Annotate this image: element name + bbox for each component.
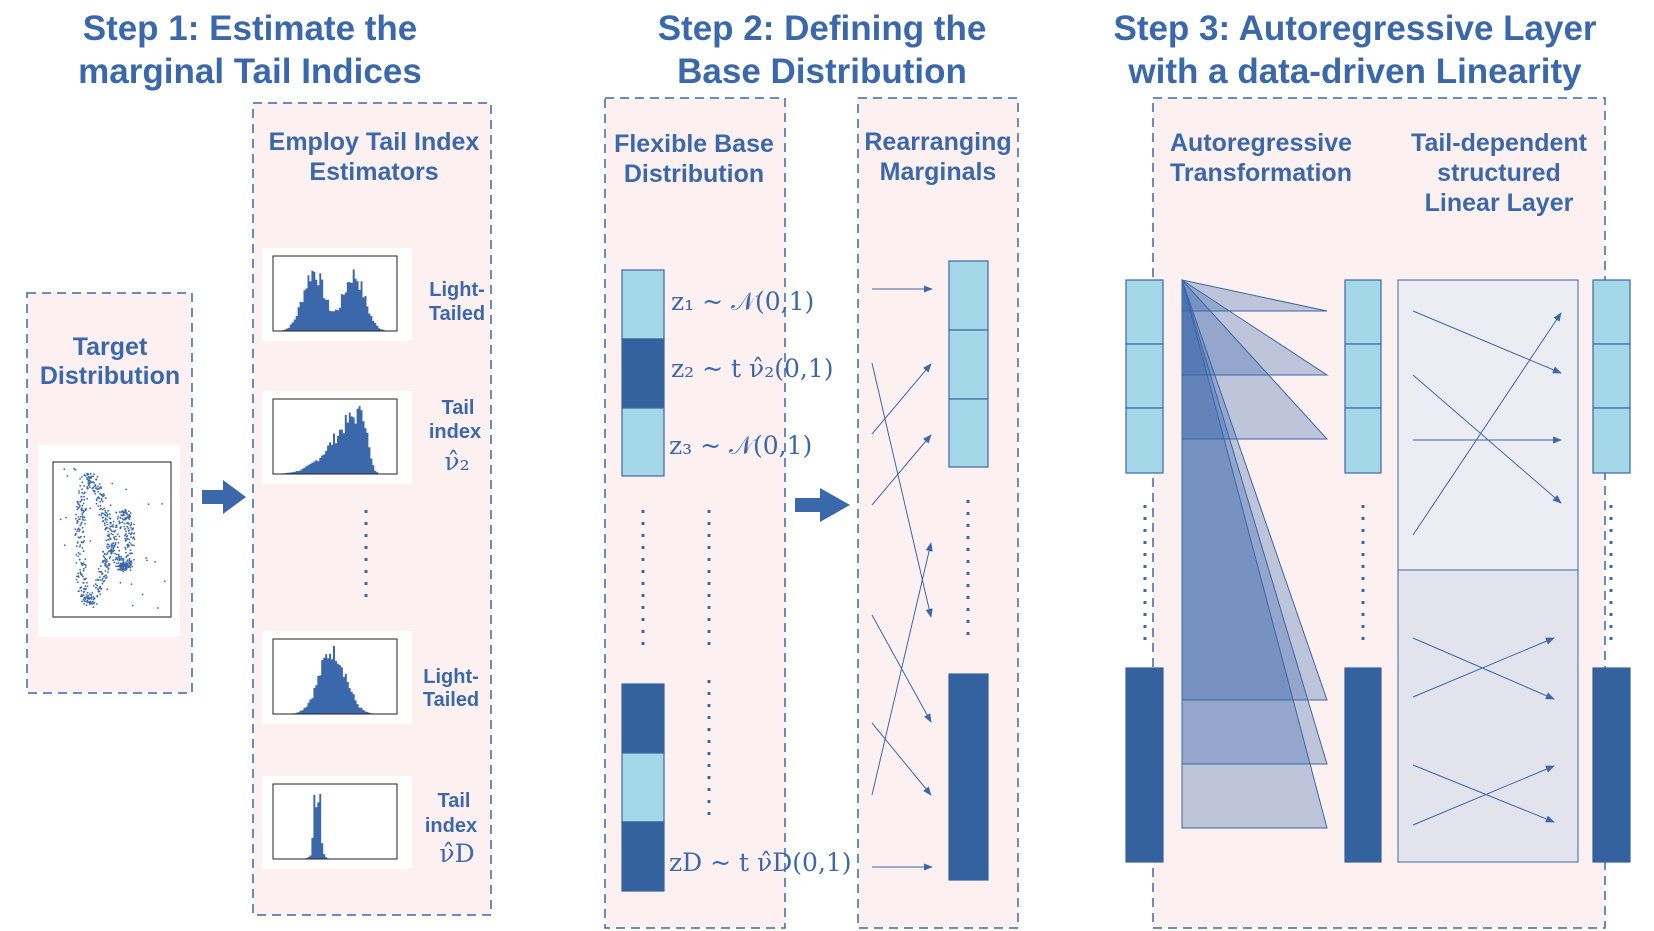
rearranged-cell-1 (948, 260, 989, 331)
hist4-label-line1: Tail (438, 790, 471, 812)
ar-input-cell-2 (1125, 343, 1164, 409)
histogram-1 (262, 248, 412, 341)
linear-label-line1: Tail-dependent (1411, 129, 1588, 157)
ar-output-cell-2 (1344, 343, 1382, 409)
base-cell-zD (621, 821, 665, 892)
base-cell-z1 (621, 269, 665, 340)
rearranged-cell-3 (948, 398, 989, 468)
step3-title-line2: with a data-driven Linearity (1127, 52, 1582, 91)
rearranging-arrows (871, 285, 933, 871)
step2-title-line2: Base Distribution (677, 52, 967, 91)
estimators-label-line1: Employ Tail Index (269, 128, 480, 156)
ar-input-cell-3 (1125, 407, 1164, 474)
histogram-3 (262, 631, 412, 724)
histogram-2 (262, 391, 412, 484)
structured-linear-layer (1397, 279, 1579, 863)
rearranged-dark-block (948, 673, 989, 881)
rearranging-label-line1: Rearranging (864, 128, 1011, 156)
flexible-base-panel: Flexible Base Distribution z₁ ~ 𝒩(0,1) z… (604, 97, 852, 929)
autoregressive-label-line1: Autoregressive (1170, 129, 1352, 157)
base-cell-z3 (621, 407, 665, 477)
rearranging-panel: Rearranging Marginals (857, 97, 1019, 929)
hist3-label-line2: Tailed (423, 689, 479, 711)
step3-title-line1: Step 3: Autoregressive Layer (1113, 9, 1596, 48)
step1-title-line1: Step 1: Estimate the (83, 9, 418, 48)
hist2-label-line1: Tail (442, 397, 475, 419)
ar-output-cell-3 (1344, 407, 1382, 474)
histogram-4 (262, 776, 412, 869)
estimators-panel: Employ Tail Index Estimators Light- Tail… (252, 102, 492, 916)
formula-z1: z₁ ~ 𝒩(0,1) (671, 287, 814, 316)
target-label-line2: Distribution (40, 362, 180, 390)
target-scatter-plot (59, 467, 166, 609)
ar-output-cell-1 (1344, 279, 1382, 345)
flexible-label-line1: Flexible Base (614, 130, 774, 158)
arrow-to-estimators (202, 480, 246, 514)
rearranging-label-line2: Marginals (880, 158, 997, 186)
hist4-tail-index: ν̂D (439, 839, 474, 868)
rearranged-cell-2 (948, 329, 989, 400)
step1-title-line2: marginal Tail Indices (78, 52, 422, 91)
hist4-label-line2: index (425, 815, 477, 837)
target-distribution-panel: Target Distribution (26, 292, 193, 694)
hist1-label-line1: Light- (429, 279, 485, 301)
autoregressive-panel: Autoregressive Transformation Tail-depen… (1125, 97, 1631, 929)
target-label-line1: Target (73, 333, 148, 361)
hist2-label-line2: index (429, 421, 481, 443)
hist3-label-line1: Light- (423, 666, 479, 688)
step2-title-line1: Step 2: Defining the (658, 9, 987, 48)
linear-label-line3: Linear Layer (1425, 189, 1574, 217)
base-cell-dark-a (621, 683, 665, 754)
ar-input-dark-block (1125, 667, 1164, 863)
formula-z2: z₂ ~ t ν̂₂(0,1) (671, 354, 834, 383)
base-cell-light-b (621, 752, 665, 823)
ar-output-dark-block (1344, 667, 1382, 863)
linear-output-cell-2 (1592, 343, 1631, 409)
linear-output-cell-3 (1592, 407, 1631, 474)
flexible-label-line2: Distribution (624, 160, 764, 188)
arrow-to-rearranging (795, 488, 850, 522)
linear-output-dark-block (1592, 667, 1631, 863)
linear-output-cell-1 (1592, 279, 1631, 345)
linear-label-line2: structured (1437, 159, 1561, 187)
estimators-label-line2: Estimators (309, 158, 438, 186)
autoregressive-triangles (1181, 278, 1329, 829)
ar-input-cell-1 (1125, 279, 1164, 345)
autoregressive-label-line2: Transformation (1170, 159, 1352, 187)
formula-zD: zD ~ t ν̂D(0,1) (669, 848, 852, 877)
formula-z3: z₃ ~ 𝒩(0,1) (669, 431, 812, 460)
hist2-tail-index: ν̂₂ (444, 447, 469, 476)
base-cell-z2 (621, 338, 665, 409)
hist1-label-line2: Tailed (429, 303, 485, 325)
